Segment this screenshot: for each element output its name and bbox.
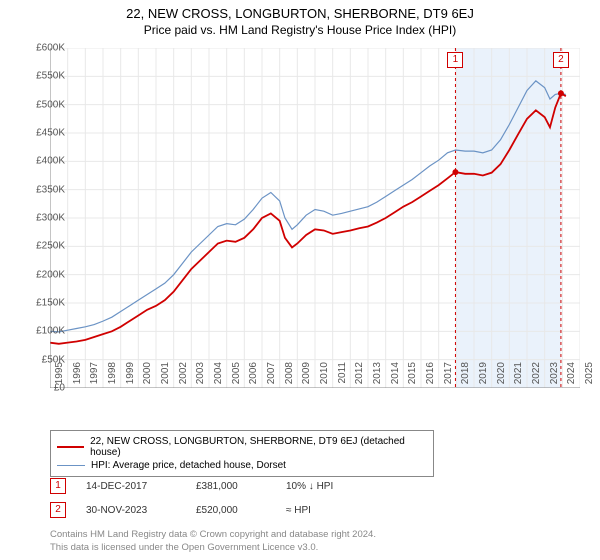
transaction-marker: 1: [50, 478, 66, 494]
transaction-date: 30-NOV-2023: [86, 505, 176, 516]
transaction-marker: 2: [50, 502, 66, 518]
x-tick-label: 2014: [390, 362, 401, 392]
legend-swatch: [57, 446, 84, 448]
legend-row: HPI: Average price, detached house, Dors…: [57, 459, 427, 472]
legend-label: 22, NEW CROSS, LONGBURTON, SHERBORNE, DT…: [90, 436, 427, 458]
x-tick-label: 2003: [195, 362, 206, 392]
x-tick-label: 2010: [319, 362, 330, 392]
legend-row: 22, NEW CROSS, LONGBURTON, SHERBORNE, DT…: [57, 435, 427, 459]
x-tick-label: 2000: [142, 362, 153, 392]
y-tick-label: £500K: [20, 99, 65, 110]
transaction-row: 1 14-DEC-2017 £381,000 10% ↓ HPI: [50, 478, 333, 494]
y-tick-label: £550K: [20, 71, 65, 82]
x-tick-label: 2005: [231, 362, 242, 392]
x-tick-label: 2025: [584, 362, 595, 392]
x-tick-label: 2012: [354, 362, 365, 392]
chart-title: 22, NEW CROSS, LONGBURTON, SHERBORNE, DT…: [0, 0, 600, 21]
transaction-date: 14-DEC-2017: [86, 481, 176, 492]
transaction-price: £520,000: [196, 505, 266, 516]
chart-transaction-marker: 1: [447, 52, 463, 68]
y-tick-label: £400K: [20, 156, 65, 167]
chart-subtitle: Price paid vs. HM Land Registry's House …: [0, 21, 600, 37]
x-tick-label: 1995: [54, 362, 65, 392]
x-tick-label: 1996: [72, 362, 83, 392]
transaction-price: £381,000: [196, 481, 266, 492]
legend-swatch: [57, 465, 85, 466]
x-tick-label: 2021: [513, 362, 524, 392]
footer-line: Contains HM Land Registry data © Crown c…: [50, 529, 376, 541]
x-tick-label: 2016: [425, 362, 436, 392]
x-tick-label: 2024: [566, 362, 577, 392]
y-tick-label: £300K: [20, 213, 65, 224]
x-tick-label: 2022: [531, 362, 542, 392]
x-tick-label: 1999: [125, 362, 136, 392]
x-tick-label: 2008: [284, 362, 295, 392]
y-tick-label: £250K: [20, 241, 65, 252]
x-tick-label: 2002: [178, 362, 189, 392]
x-tick-label: 2007: [266, 362, 277, 392]
x-tick-label: 2020: [496, 362, 507, 392]
transaction-row: 2 30-NOV-2023 £520,000 ≈ HPI: [50, 502, 311, 518]
transaction-delta: 10% ↓ HPI: [286, 481, 333, 492]
legend-label: HPI: Average price, detached house, Dors…: [91, 460, 286, 471]
x-tick-label: 2001: [160, 362, 171, 392]
footer-line: This data is licensed under the Open Gov…: [50, 542, 376, 554]
y-tick-label: £600K: [20, 43, 65, 54]
y-tick-label: £100K: [20, 326, 65, 337]
footer: Contains HM Land Registry data © Crown c…: [50, 529, 376, 554]
x-tick-label: 2018: [460, 362, 471, 392]
x-tick-label: 1998: [107, 362, 118, 392]
y-tick-label: £350K: [20, 184, 65, 195]
chart-transaction-marker: 2: [553, 52, 569, 68]
y-tick-label: £200K: [20, 269, 65, 280]
y-tick-label: £450K: [20, 128, 65, 139]
chart-container: 22, NEW CROSS, LONGBURTON, SHERBORNE, DT…: [0, 0, 600, 560]
y-tick-label: £150K: [20, 298, 65, 309]
x-tick-label: 2023: [549, 362, 560, 392]
x-tick-label: 2011: [337, 362, 348, 392]
x-tick-label: 2009: [301, 362, 312, 392]
x-tick-label: 2015: [407, 362, 418, 392]
x-tick-label: 1997: [89, 362, 100, 392]
x-tick-label: 2019: [478, 362, 489, 392]
x-tick-label: 2017: [443, 362, 454, 392]
x-tick-label: 2013: [372, 362, 383, 392]
transaction-delta: ≈ HPI: [286, 505, 311, 516]
x-tick-label: 2006: [248, 362, 259, 392]
legend: 22, NEW CROSS, LONGBURTON, SHERBORNE, DT…: [50, 430, 434, 477]
chart-svg: [50, 48, 580, 388]
x-tick-label: 2004: [213, 362, 224, 392]
